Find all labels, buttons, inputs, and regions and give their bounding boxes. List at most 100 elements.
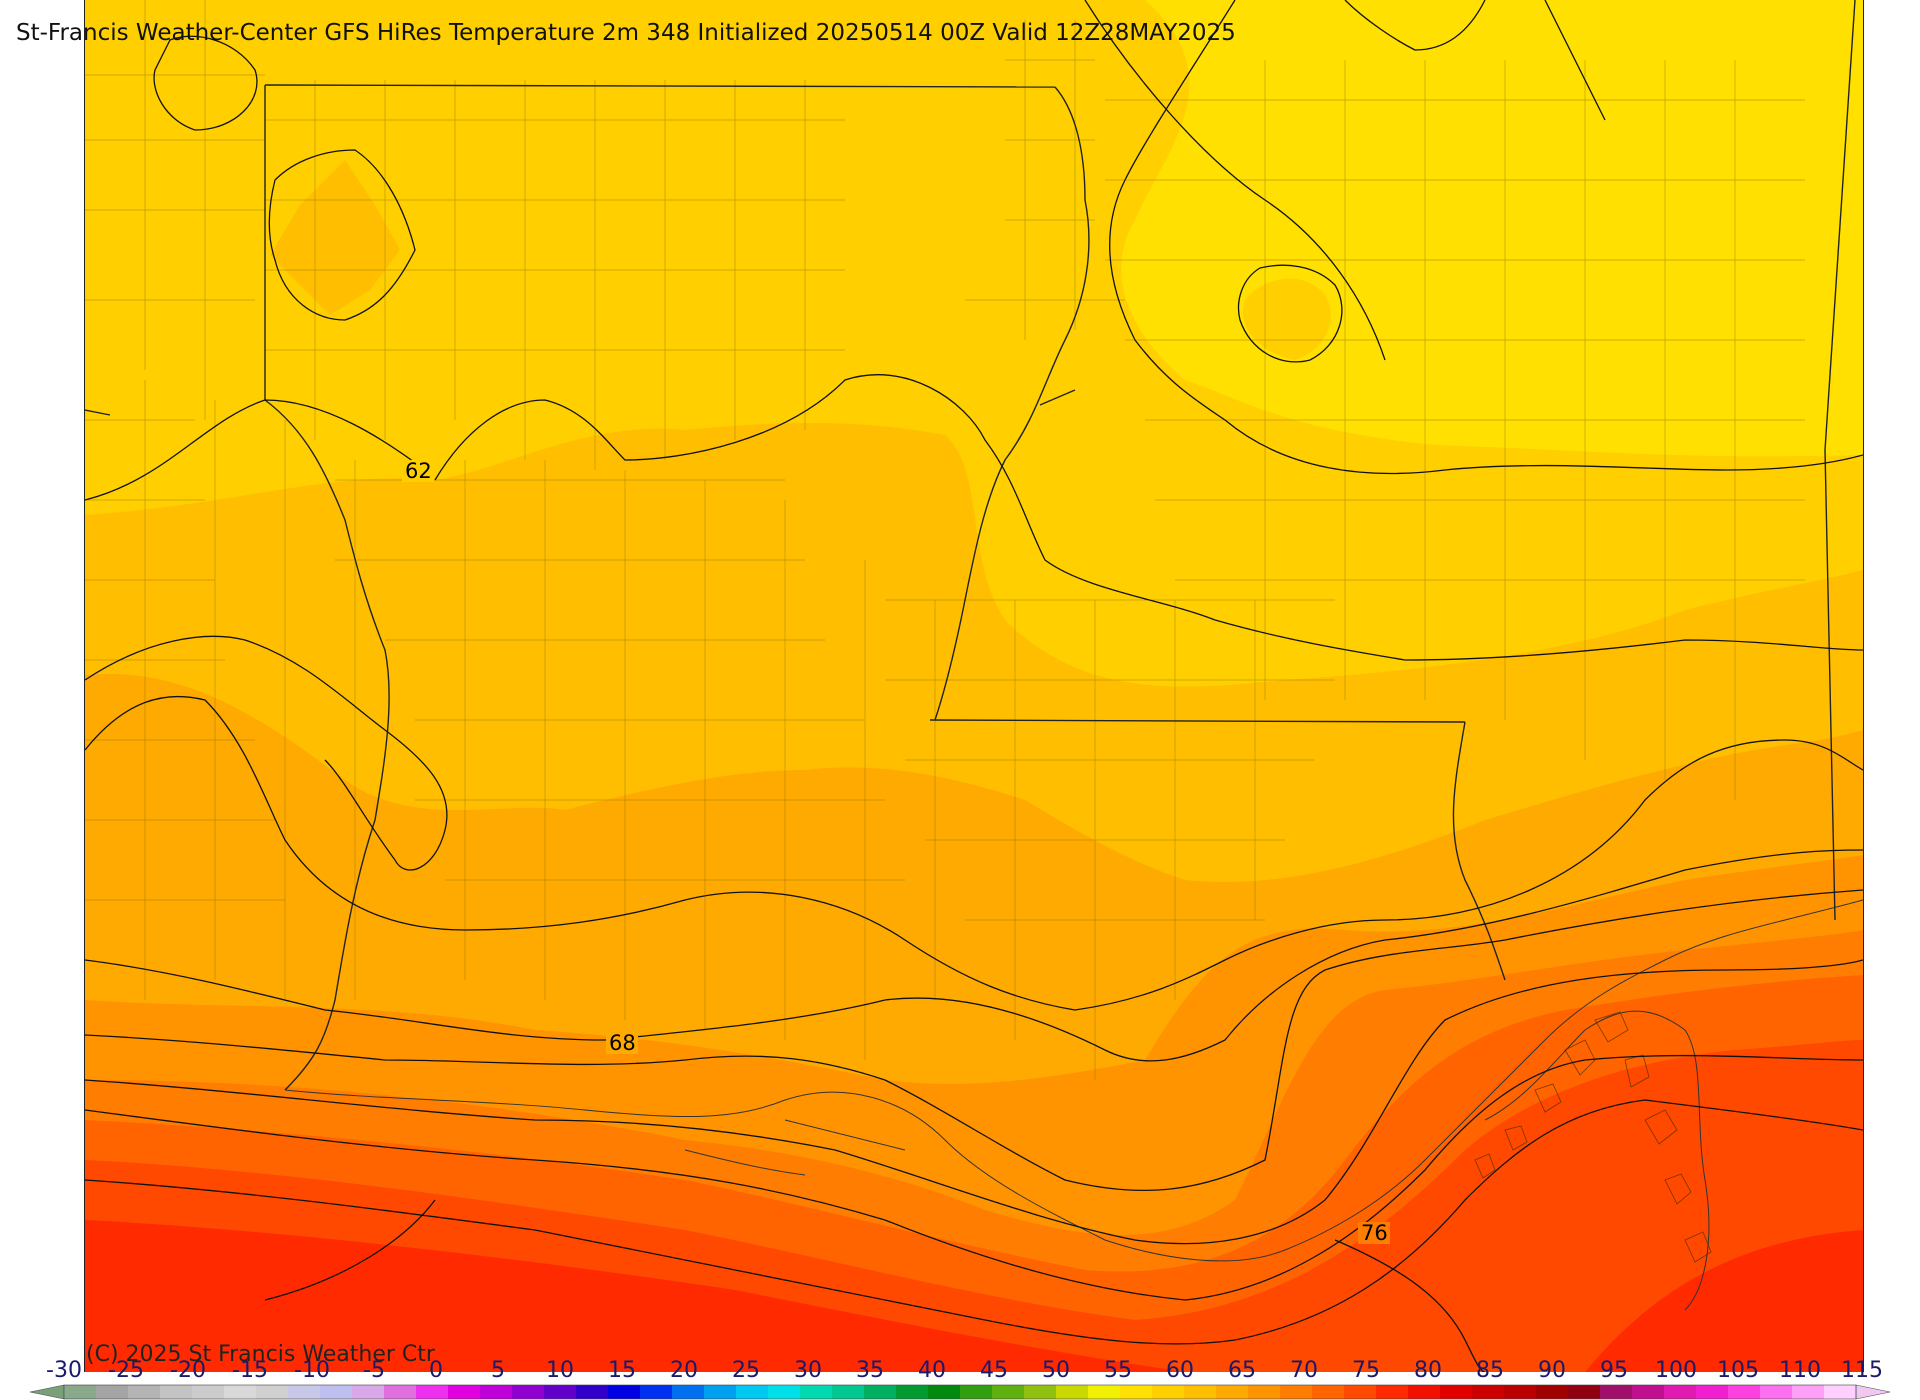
colorbar-label: 50 [1042, 1358, 1070, 1383]
contour-line [85, 1054, 1863, 1301]
colorbar-swatch [1120, 1385, 1153, 1399]
temperature-fill [85, 0, 1863, 1372]
contour-line [434, 374, 1406, 661]
contour-line [1084, 0, 1386, 361]
colorbar-swatch [480, 1385, 513, 1399]
colorbar-swatch [768, 1385, 801, 1399]
colorbar-swatch [1600, 1385, 1633, 1399]
isotherm-contours [85, 0, 1863, 1372]
colorbar-swatch [1792, 1385, 1825, 1399]
colorbar-swatch [544, 1385, 577, 1399]
colorbar-swatch [832, 1385, 865, 1399]
colorbar-swatch [1312, 1385, 1345, 1399]
colorbar-swatch [1536, 1385, 1569, 1399]
label-bg [402, 460, 434, 482]
colorbar-swatch [1472, 1385, 1505, 1399]
barrier-islands [684, 1119, 906, 1176]
contour-line [85, 635, 448, 871]
colorbar-label: 90 [1538, 1358, 1566, 1383]
colorbar-swatch [1728, 1385, 1761, 1399]
colorbar-swatch [1152, 1385, 1185, 1399]
colorbar-swatch [1632, 1385, 1665, 1399]
colorbar-swatch [512, 1385, 545, 1399]
colorbar-swatch [1664, 1385, 1697, 1399]
delta-marsh [1474, 1011, 1712, 1263]
colorbar-swatch [1824, 1385, 1857, 1399]
state-borders [85, 0, 1856, 1091]
colorbar-swatch [800, 1385, 833, 1399]
colorbar-swatch [352, 1385, 385, 1399]
colorbar-swatch [864, 1385, 897, 1399]
contour-line [1404, 639, 1863, 661]
colorbar-swatch [1280, 1385, 1313, 1399]
contour-label-68: 68 [609, 1031, 636, 1055]
colorbar [30, 1384, 1890, 1400]
colorbar-swatch [608, 1385, 641, 1399]
colorbar-swatch [64, 1385, 97, 1399]
contour-label-76: 76 [1361, 1221, 1388, 1245]
colorbar-swatch [192, 1385, 225, 1399]
colorbar-label: 110 [1779, 1358, 1821, 1383]
state-border-southeast [1452, 721, 1506, 981]
colorbar-swatch [1344, 1385, 1377, 1399]
colorbar-outline [63, 1384, 1857, 1400]
colorbar-swatch [320, 1385, 353, 1399]
colorbar-swatch [672, 1385, 705, 1399]
county-lines [85, 0, 1805, 1080]
colorbar-swatch [128, 1385, 161, 1399]
state-border-far-east [1824, 0, 1856, 921]
contour-line [85, 399, 426, 501]
river-border-east [934, 86, 1090, 721]
colorbar-label: 25 [732, 1358, 760, 1383]
colorbar-swatch [896, 1385, 929, 1399]
colorbar-swatch [416, 1385, 449, 1399]
state-border-south [929, 719, 1466, 723]
contour-line [1334, 1239, 1486, 1372]
colorbar-label: 95 [1600, 1358, 1628, 1383]
contour-line [1109, 0, 1863, 475]
colorbar-swatch [1024, 1385, 1057, 1399]
colorbar-swatch [1440, 1385, 1473, 1399]
contour-closed-northeast [1237, 264, 1343, 363]
colorbar-swatch [1088, 1385, 1121, 1399]
colorbar-swatch [704, 1385, 737, 1399]
colorbar-label: 45 [980, 1358, 1008, 1383]
map-canvas: 62 68 76 [85, 0, 1863, 1372]
contour-line [85, 849, 1863, 1062]
colorbar-swatch [224, 1385, 257, 1399]
colorbar-label: 0 [429, 1358, 443, 1383]
coastline-main [284, 899, 1863, 1262]
colorbar-swatch [736, 1385, 769, 1399]
colorbar-label: 100 [1655, 1358, 1697, 1383]
contour-closed-north [268, 149, 416, 321]
contour-line [85, 889, 1863, 1192]
contour-label-62: 62 [405, 459, 432, 483]
colorbar-label: 65 [1228, 1358, 1256, 1383]
colorbar-label: 105 [1717, 1358, 1759, 1383]
contour-line [1344, 0, 1486, 51]
colorbar-label: -25 [108, 1358, 144, 1383]
contour-line [1544, 0, 1606, 121]
colorbar-arrow-right [1855, 1384, 1890, 1400]
colorbar-label: 30 [794, 1358, 822, 1383]
colorbar-swatch [1216, 1385, 1249, 1399]
colorbar-label: 5 [491, 1358, 505, 1383]
band-gulf-south [85, 1220, 1185, 1372]
contour-line [85, 959, 1863, 1245]
temperature-map: 62 68 76 [84, 0, 1864, 1372]
colorbar-label: 115 [1841, 1358, 1883, 1383]
colorbar-labels: -30 -25 -20 -15 -10 -5 0 5 10 15 20 25 30 35 40 45 50 55 6… [0, 1358, 1920, 1386]
contour-closed-northwest [153, 35, 258, 131]
colorbar-label: 35 [856, 1358, 884, 1383]
border-stub-center [1039, 389, 1076, 406]
copyright-notice: (C) 2025 St Francis Weather Ctr [86, 1342, 435, 1367]
coastline [284, 899, 1863, 1311]
colorbar-swatch [160, 1385, 193, 1399]
colorbar-swatch [1504, 1385, 1537, 1399]
colorbar-swatch [1408, 1385, 1441, 1399]
colorbar-swatch [640, 1385, 673, 1399]
contour-line [264, 1199, 436, 1301]
colorbar-label: 75 [1352, 1358, 1380, 1383]
colorbar-arrow-left [30, 1384, 65, 1400]
colorbar-label: -30 [46, 1358, 82, 1383]
